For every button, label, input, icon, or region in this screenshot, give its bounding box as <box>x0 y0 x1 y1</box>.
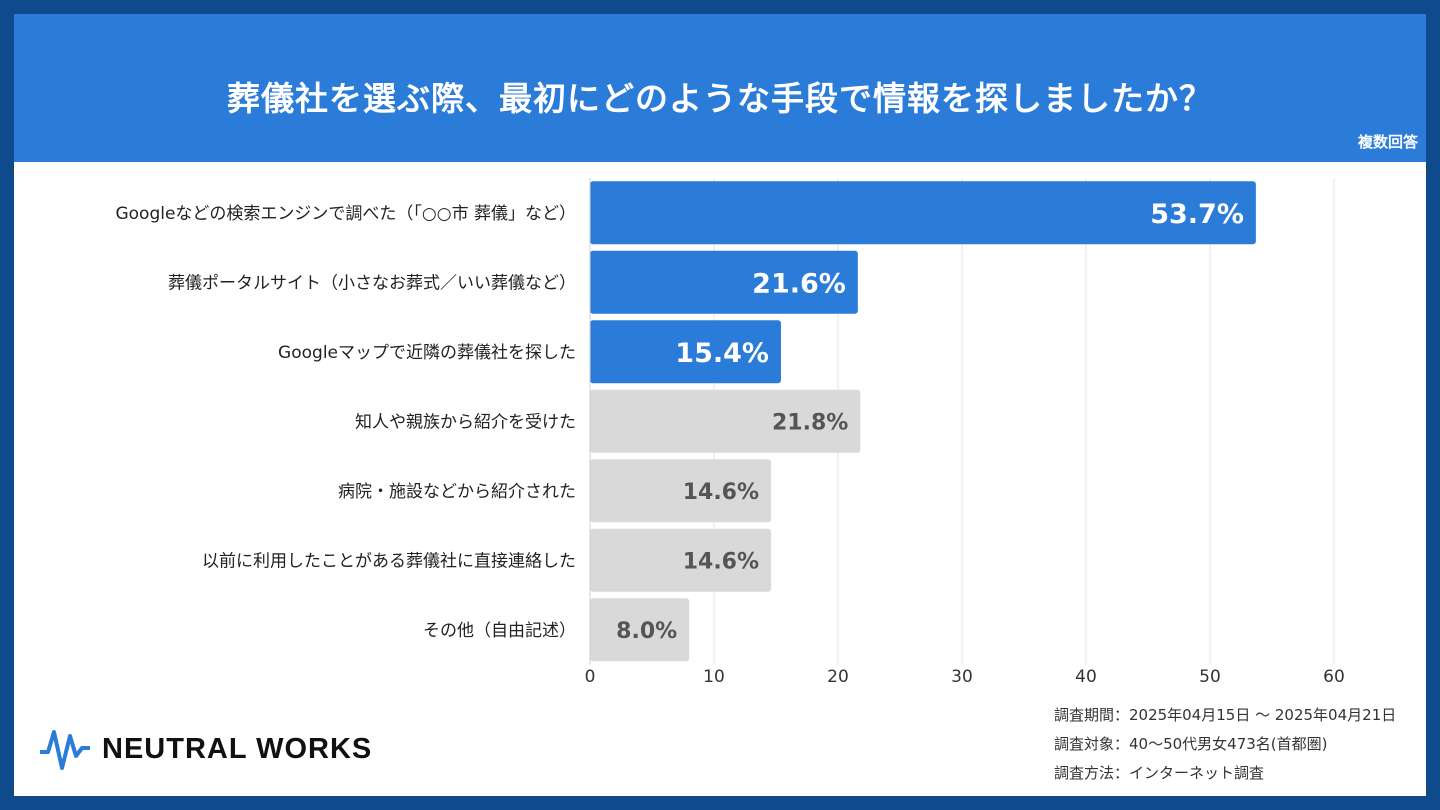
header: 葬儀社を選ぶ際、最初にどのような手段で情報を探しましたか？ 複数回答 <box>14 14 1426 162</box>
data-label: 53.7% <box>1150 199 1244 230</box>
category-label: Googleマップで近隣の葬儀社を探した <box>278 343 576 363</box>
category-label: 知人や親族から紹介を受けた <box>355 412 576 432</box>
waveform-icon <box>40 730 90 770</box>
bar <box>590 320 781 384</box>
x-tick-label: 0 <box>585 667 596 687</box>
data-label: 21.8% <box>772 410 848 435</box>
bar <box>590 389 861 453</box>
bar <box>590 250 858 314</box>
category-label: 葬儀ポータルサイト（小さなお葬式／いい葬儀など） <box>168 273 576 293</box>
panel: 葬儀社を選ぶ際、最初にどのような手段で情報を探しましたか？ 複数回答 0 10 20… <box>14 14 1426 796</box>
bar-chart: 0 10 20 30 40 50 60 Googleなどの検索エンジンで調べた（「○○市 葬儀… <box>115 178 1345 687</box>
x-tick-label: 50 <box>1199 667 1221 687</box>
category-label: Googleなどの検索エンジンで調べた（「○○市 葬儀」など） <box>115 204 576 224</box>
bar <box>590 181 1256 245</box>
bar <box>590 528 772 592</box>
x-tick-label: 20 <box>827 667 849 687</box>
category-label: 以前に利用したことがある葬儀社に直接連絡した <box>202 551 576 571</box>
data-label: 14.6% <box>683 480 759 505</box>
logo-text: NEUTRAL WORKS <box>102 732 373 765</box>
category-label: その他（自由記述） <box>423 621 576 641</box>
survey-method: 調査方法：インターネット調査 <box>1054 764 1265 782</box>
bar <box>590 459 772 523</box>
x-tick-label: 30 <box>951 667 973 687</box>
x-tick-label: 40 <box>1075 667 1097 687</box>
data-label: 21.6% <box>752 268 846 299</box>
data-label: 15.4% <box>675 338 769 369</box>
data-label: 14.6% <box>683 549 759 574</box>
category-label: 病院・施設などから紹介された <box>338 482 576 502</box>
x-tick-label: 60 <box>1323 667 1345 687</box>
bar <box>590 598 690 662</box>
x-tick-label: 10 <box>703 667 725 687</box>
survey-period: 調査期間：2025年04月15日 〜 2025年04月21日 <box>1054 706 1397 724</box>
logo: NEUTRAL WORKS <box>40 726 372 772</box>
chart-title: 葬儀社を選ぶ際、最初にどのような手段で情報を探しましたか？ <box>227 79 1213 118</box>
data-label: 8.0% <box>616 619 677 644</box>
multiple-answer-note: 複数回答 <box>1357 133 1418 151</box>
survey-info: 調査期間：2025年04月15日 〜 2025年04月21日 調査対象：40〜5… <box>1054 701 1396 788</box>
survey-target: 調査対象：40〜50代男女473名(首都圏) <box>1054 735 1328 753</box>
